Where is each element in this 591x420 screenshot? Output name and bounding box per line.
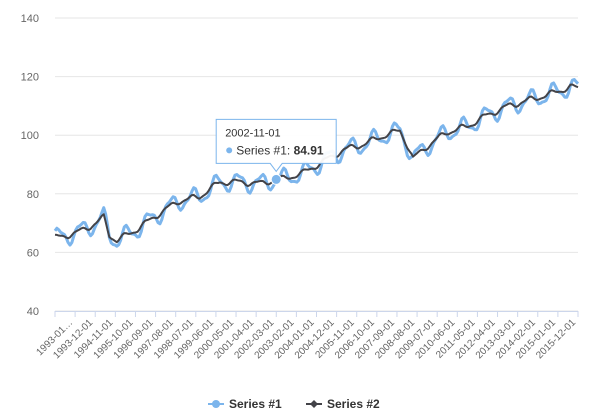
tooltip-series-label: Series #1: — [236, 143, 293, 157]
legend-series-1-label: Series #1 — [229, 397, 282, 411]
legend-series-2-label: Series #2 — [327, 397, 380, 411]
x-axis: 1993-01…1993-12-011994-11-011995-10-0119… — [34, 311, 579, 361]
series-1-line — [53, 78, 580, 248]
legend-series-1-marker — [212, 400, 220, 408]
tooltip-value: 84.91 — [294, 143, 324, 157]
y-tick-label: 140 — [21, 13, 39, 25]
y-tick-label: 100 — [21, 130, 39, 142]
series-lines — [53, 78, 580, 248]
legend-series-2-marker — [310, 400, 318, 408]
tooltip-box — [215, 118, 337, 173]
tooltip: 2002-11-01 Series #1: 84.91 — [215, 118, 337, 185]
tooltip-series-dot — [226, 147, 233, 154]
hover-point-marker — [270, 173, 282, 185]
y-tick-label: 40 — [27, 306, 39, 318]
tooltip-date: 2002-11-01 — [225, 127, 280, 139]
y-axis-ticks: 40 60 80 100 120 140 — [21, 13, 39, 318]
y-tick-label: 120 — [21, 72, 39, 84]
y-tick-label: 80 — [27, 189, 39, 201]
series-2-line — [54, 83, 579, 244]
tooltip-series-text: Series #1: 84.91 — [236, 143, 324, 157]
legend: Series #1 Series #2 — [208, 397, 380, 411]
y-tick-label: 60 — [27, 247, 39, 259]
grid-lines — [55, 17, 578, 312]
